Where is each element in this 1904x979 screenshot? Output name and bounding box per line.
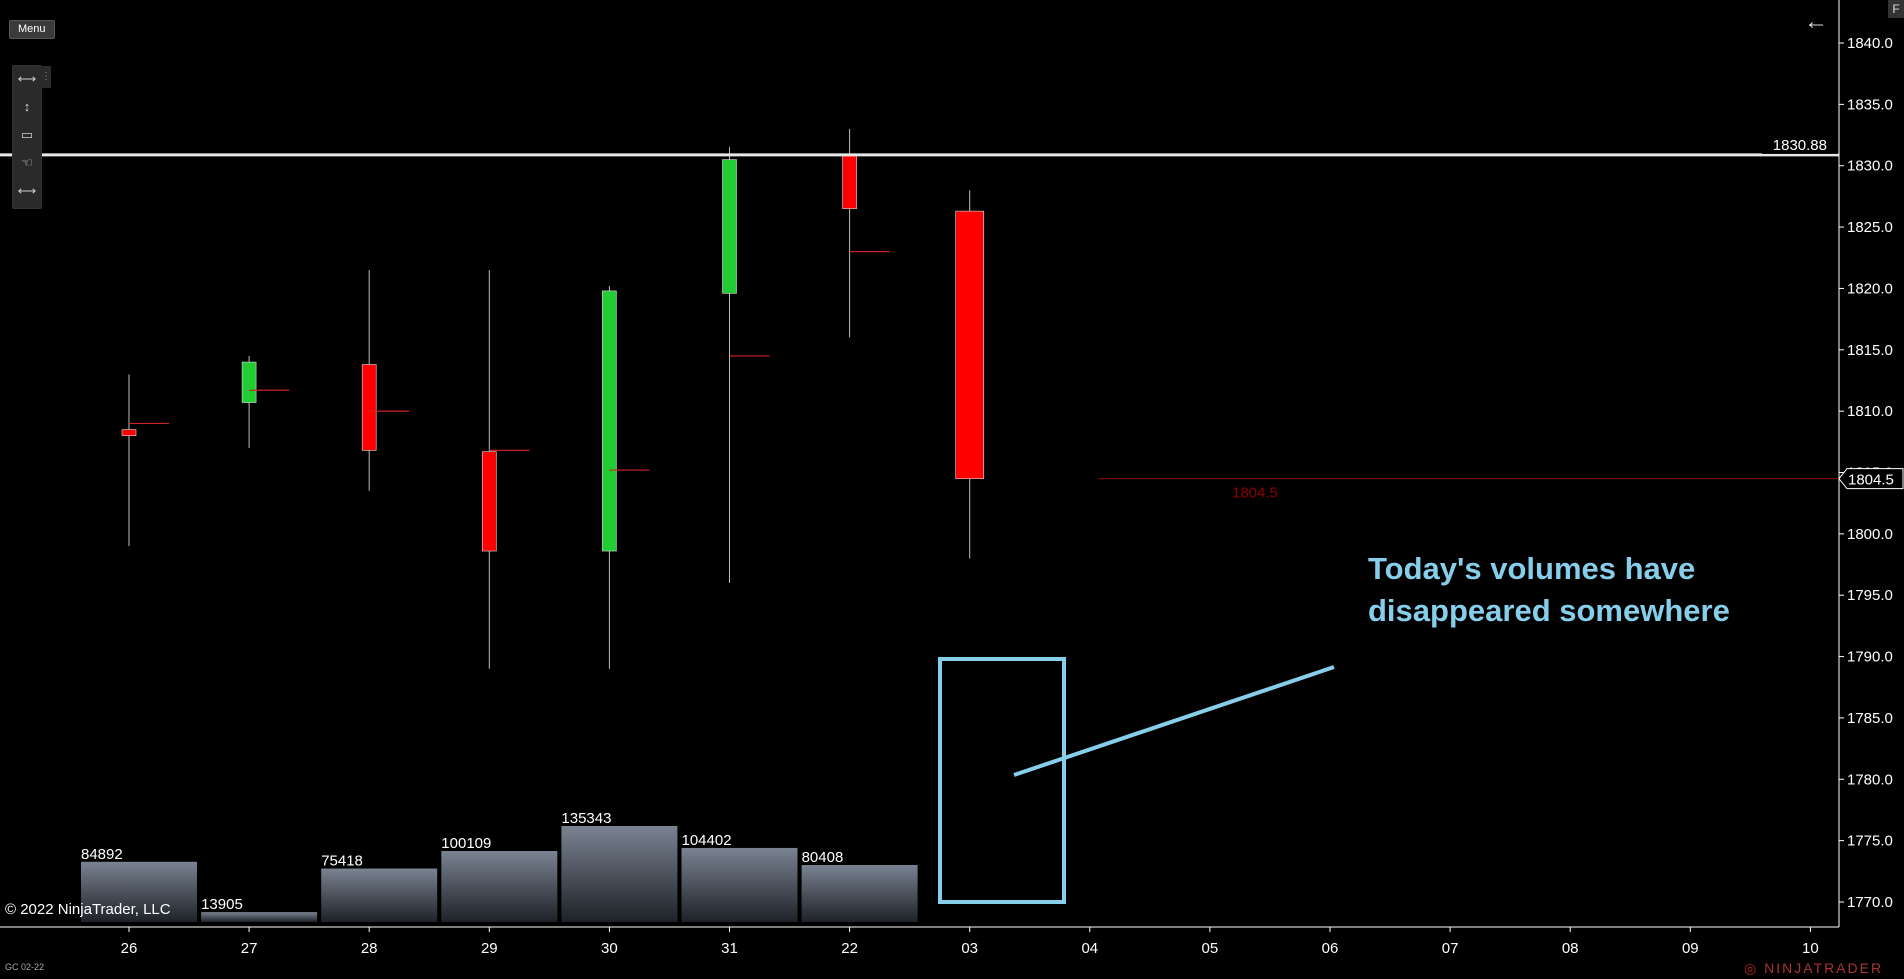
volume-label: 84892 <box>81 846 123 863</box>
candle-body <box>602 290 617 552</box>
volume-label: 13905 <box>201 896 243 913</box>
candle-body <box>722 159 737 294</box>
f-button[interactable]: F <box>1888 0 1904 18</box>
x-tick-label: 27 <box>241 940 258 957</box>
x-tick-label: 10 <box>1802 940 1819 957</box>
logo-mark-icon: ◎ <box>1744 960 1765 976</box>
y-tick-label: 1780.0 <box>1847 771 1893 788</box>
y-tick-label: 1810.0 <box>1847 403 1893 420</box>
logo-text: NINJATRADER <box>1764 960 1884 976</box>
volume-bar <box>321 868 438 922</box>
instrument-label: GC 02-22 <box>5 962 45 972</box>
y-tick-label: 1800.0 <box>1847 526 1893 543</box>
candle-body <box>361 364 377 451</box>
overlays: 1830.88 1804.5 1804.5 <box>0 134 1904 904</box>
horizontal-line-label-bg <box>1762 134 1838 154</box>
y-tick-label: 1770.0 <box>1847 894 1893 911</box>
volume-label: 100109 <box>441 835 491 852</box>
x-tick-label: 29 <box>481 940 498 957</box>
y-tick-label: 1785.0 <box>1847 710 1893 727</box>
candles <box>121 128 985 669</box>
drawing-toolbar: ⟷ ↕ ▭ ☜ ⟷ <box>12 65 42 209</box>
volume-label: 104402 <box>682 832 732 849</box>
volume-bars: 84892 13905 75418 100109 135343 104402 80408 <box>81 810 918 922</box>
y-tick-label: 1830.0 <box>1847 158 1893 175</box>
volume-bar <box>681 847 798 922</box>
volume-bar <box>801 864 918 922</box>
x-tick-label: 22 <box>841 940 858 957</box>
y-tick-label: 1815.0 <box>1847 342 1893 359</box>
volume-label: 135343 <box>561 810 611 827</box>
pointer-hand-icon[interactable]: ☜ <box>21 155 33 170</box>
volume-label: 75418 <box>321 853 363 870</box>
y-tick-label: 1820.0 <box>1847 280 1893 297</box>
x-tick-label: 09 <box>1682 940 1699 957</box>
vertical-arrows-icon[interactable]: ↕ <box>23 99 31 114</box>
last-price-marker <box>1838 468 1904 490</box>
y-tick-label: 1825.0 <box>1847 219 1893 236</box>
x-tick-label: 30 <box>601 940 618 957</box>
x-tick-label: 07 <box>1442 940 1459 957</box>
y-tick-label: 1840.0 <box>1847 35 1893 52</box>
y-tick-label: 1795.0 <box>1847 587 1893 604</box>
candle-body <box>842 155 857 209</box>
last-price-marker-label: 1804.5 <box>1848 472 1894 489</box>
volume-bar <box>561 826 678 922</box>
y-tick-label: 1835.0 <box>1847 96 1893 113</box>
menu-button[interactable]: Menu <box>9 20 55 39</box>
y-tick-label: 1775.0 <box>1847 833 1893 850</box>
volume-bar <box>201 912 318 922</box>
volume-bar <box>81 861 197 922</box>
volume-label: 80408 <box>802 849 844 866</box>
candle-body <box>481 451 497 552</box>
arrow-left-icon[interactable]: ← <box>1804 8 1828 35</box>
x-tick-label: 04 <box>1081 940 1098 957</box>
rectangle-icon[interactable]: ▭ <box>20 127 34 142</box>
toolbar-grip-icon[interactable]: ⋮ <box>41 66 51 88</box>
ninjatrader-logo: ◎ NINJATRADER <box>1744 960 1883 977</box>
x-tick-label: 28 <box>361 940 378 957</box>
last-price-text: 1804.5 <box>1232 485 1278 502</box>
volume-bar <box>441 850 558 922</box>
horizontal-arrows-icon[interactable]: ⟷ <box>17 183 37 198</box>
annotation-rectangle <box>938 657 1066 904</box>
x-tick-label: 03 <box>961 940 978 957</box>
copyright-text: © 2022 NinjaTrader, LLC <box>5 901 171 918</box>
x-tick-label: 08 <box>1562 940 1579 957</box>
candle-body <box>955 210 985 479</box>
y-tick-label: 1790.0 <box>1847 649 1893 666</box>
candle-body <box>241 361 257 403</box>
horizontal-arrows-icon[interactable]: ⟷ <box>17 71 37 86</box>
x-tick-label: 05 <box>1202 940 1219 957</box>
x-tick-label: 26 <box>121 940 138 957</box>
annotation-text: Today's volumes have disappeared somewhe… <box>1368 551 1730 628</box>
x-tick-label: 06 <box>1322 940 1339 957</box>
x-tick-label: 31 <box>721 940 738 957</box>
horizontal-line-label: 1830.88 <box>1773 137 1827 154</box>
candle-body <box>121 429 137 436</box>
annotation-line <box>1013 665 1335 777</box>
